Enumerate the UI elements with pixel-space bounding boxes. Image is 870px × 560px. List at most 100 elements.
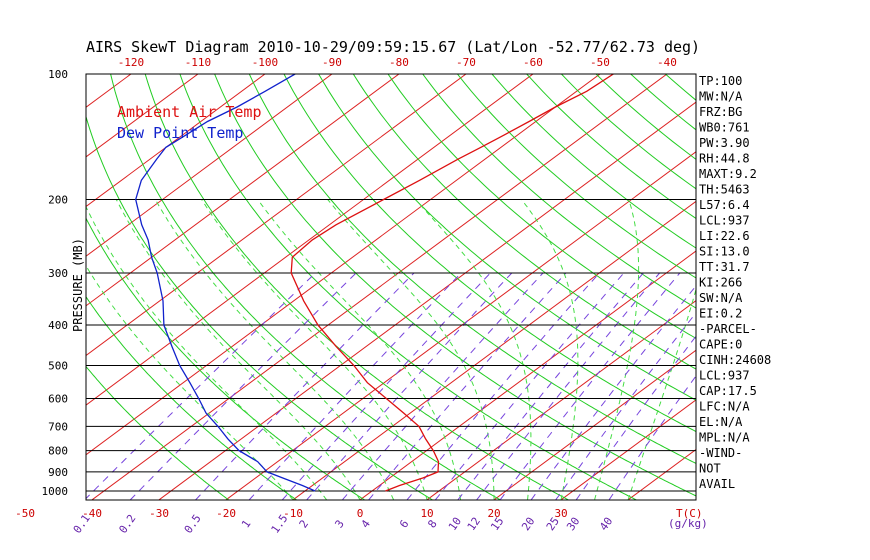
pressure-tick-label: 500	[48, 359, 68, 372]
mixing-ratio-tick-label: 0.2	[116, 512, 138, 536]
mixing-ratio-line	[195, 272, 415, 500]
top-temp-tick-label: -50	[590, 56, 610, 69]
moist-adiabat-line	[627, 287, 696, 500]
mixing-ratio-line	[499, 272, 681, 500]
dry-adiabat-line	[387, 74, 696, 340]
bottom-temp-tick-label: 20	[487, 507, 500, 520]
dry-adiabat-line	[318, 74, 696, 401]
legend-ambient-air-temp: Ambient Air Temp	[117, 103, 262, 121]
index-entry: FRZ:BG	[699, 105, 742, 119]
mixing-ratio-line	[306, 272, 513, 500]
index-entry: -WIND-	[699, 446, 742, 460]
isotherm-line	[91, 74, 668, 500]
moist-adiabat-line	[86, 205, 327, 500]
pressure-tick-label: 200	[48, 194, 68, 207]
mixing-ratio-tick-label: 2	[297, 518, 311, 531]
index-entry: TT:31.7	[699, 260, 750, 274]
isotherm-line	[86, 74, 534, 406]
isotherm-line	[426, 300, 696, 500]
air-temp-profile	[290, 74, 614, 492]
mixing-ratio-line	[282, 272, 491, 500]
mixing-ratio-tick-label: 12	[465, 515, 483, 533]
index-entry: RH:44.8	[699, 152, 750, 166]
mixing-ratio-tick-label: 10	[446, 515, 464, 533]
bottom-temp-tick-label: -30	[149, 507, 169, 520]
dry-adiabat-line	[86, 365, 229, 500]
isotherm-line	[86, 74, 400, 307]
moist-adiabat-line	[415, 199, 532, 500]
bottom-temp-tick-label: 10	[420, 507, 433, 520]
dry-adiabat-line	[179, 74, 637, 500]
isotherm-line	[292, 200, 696, 500]
bottom-temp-tick-label: -10	[283, 507, 303, 520]
index-entry: WB0:761	[699, 121, 750, 135]
mixing-ratio-tick-label: 15	[488, 515, 506, 533]
mixing-ratio-line	[457, 272, 644, 500]
mixing-ratio-line	[129, 272, 357, 500]
bottom-temp-tick-label: -40	[82, 507, 102, 520]
index-entry: -PARCEL-	[699, 322, 757, 336]
plot-frame	[85, 73, 697, 501]
index-entry: TP:100	[699, 74, 742, 88]
moist-adiabat-line	[115, 199, 361, 500]
index-entry: LFC:N/A	[699, 400, 750, 414]
moist-adiabat-line	[154, 199, 395, 500]
dry-adiabat-line	[110, 74, 501, 500]
top-temp-tick-label: -80	[389, 56, 409, 69]
pressure-tick-label: 400	[48, 319, 68, 332]
mixing-ratio-tick-label: 0.5	[182, 512, 204, 536]
mixing-ratio-tick-label: 4	[359, 517, 374, 530]
mixing-ratio-tick-label: 1	[239, 518, 253, 531]
top-temp-tick-label: -60	[523, 56, 543, 69]
index-entry: LCL:937	[699, 369, 750, 383]
temp-unit-label: T(C)	[676, 507, 703, 520]
top-temp-tick-label: -110	[185, 56, 212, 69]
top-temp-tick-label: -100	[252, 56, 279, 69]
index-entry: AVAIL	[699, 477, 735, 491]
chart-title: AIRS SkewT Diagram 2010-10-29/09:59:15.6…	[86, 38, 700, 56]
index-entry: L57:6.4	[699, 198, 750, 212]
bottom-temp-tick-label: 30	[554, 507, 567, 520]
dry-adiabat-line	[664, 74, 696, 101]
mixing-ratio-line	[435, 272, 625, 500]
isotherm-line	[86, 74, 467, 357]
index-entry: MAXT:9.2	[699, 167, 757, 181]
moist-adiabat-line	[521, 199, 579, 500]
legend-dew-point-temp: Dew Point Temp	[117, 124, 243, 142]
index-entry: EI:0.2	[699, 307, 742, 321]
isotherm-line	[86, 74, 333, 257]
dry-adiabat-line	[283, 74, 696, 433]
mixing-ratio-line	[248, 272, 462, 500]
top-temp-tick-label: -90	[322, 56, 342, 69]
isotherm-line	[493, 349, 696, 500]
index-entry: PW:3.90	[699, 136, 750, 150]
bottom-temp-tick-label: -20	[216, 507, 236, 520]
index-entry: NOT	[699, 462, 721, 476]
top-temp-tick-label: -70	[456, 56, 476, 69]
index-entry: LI:22.6	[699, 229, 750, 243]
dry-adiabat-line	[422, 74, 696, 309]
top-temp-tick-label: -40	[657, 56, 677, 69]
mixing-ratio-tick-label: 20	[519, 515, 537, 533]
index-entry: TH:5463	[699, 183, 750, 197]
dry-adiabat-line	[86, 115, 433, 500]
series-layer	[135, 74, 614, 492]
isotherm-line	[86, 74, 266, 208]
index-entry: LCL:937	[699, 214, 750, 228]
top-temp-tick-label: -120	[118, 56, 145, 69]
mixing-ratio-line	[555, 312, 696, 500]
moist-adiabat-line	[257, 199, 462, 500]
index-entry: CAP:17.5	[699, 384, 757, 398]
index-entry: MW:N/A	[699, 90, 743, 104]
moist-adiabat-line	[594, 199, 640, 500]
y-axis-label: PRESSURE (MB)	[71, 238, 85, 332]
mixing-ratio-line	[86, 272, 316, 500]
dry-adiabat-line	[214, 74, 696, 497]
isotherm-line	[359, 250, 696, 500]
dry-adiabat-line	[86, 217, 365, 500]
index-entry: CINH:24608	[699, 353, 771, 367]
index-entry: CAPE:0	[699, 338, 742, 352]
mixing-ratio-tick-label: 30	[564, 515, 582, 533]
mixing-ratio-unit-label: (g/kg)	[668, 517, 708, 530]
